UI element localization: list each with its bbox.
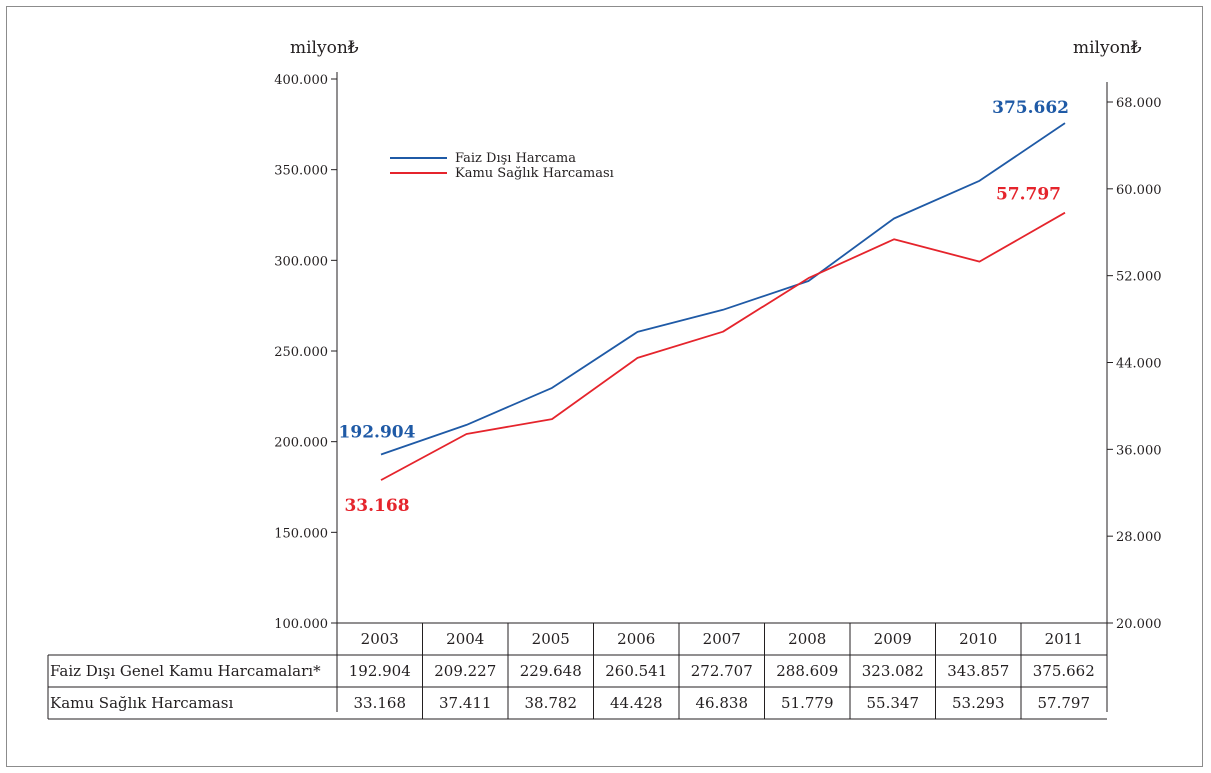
- data-table: 2003 2004 2005 2006 2007 2008 2009 2010 2011 Faiz…: [47, 622, 1107, 720]
- table-header-cell: 2008: [788, 630, 826, 648]
- table-header-cell: 2005: [532, 630, 570, 648]
- left-tick-label: 400.000: [274, 73, 328, 88]
- table-row-label: Kamu Sağlık Harcaması: [50, 694, 233, 712]
- axes: 100.000 150.000 200.000 250.000 300.000 350.0…: [274, 72, 1162, 712]
- right-tick-label: 20.000: [1116, 617, 1162, 632]
- table-cell: 46.838: [696, 694, 749, 712]
- table-cell: 57.797: [1038, 694, 1091, 712]
- left-axis-unit: milyon₺: [290, 38, 359, 58]
- table-header-cell: 2010: [959, 630, 997, 648]
- left-tick-label: 200.000: [274, 436, 328, 451]
- table-header-cell: 2009: [874, 630, 912, 648]
- table-cell: 53.293: [952, 694, 1005, 712]
- table-row-label: Faiz Dışı Genel Kamu Harcamaları*: [50, 662, 321, 680]
- legend-label: Kamu Sağlık Harcaması: [455, 166, 614, 181]
- right-axis-unit: milyon₺: [1073, 38, 1142, 58]
- right-tick-label: 28.000: [1116, 530, 1162, 545]
- series-line-kamu-saglik-harcamasi: [380, 211, 1066, 481]
- legend-label: Faiz Dışı Harcama: [455, 151, 576, 166]
- table-cell: 51.779: [781, 694, 834, 712]
- table-cell: 288.609: [776, 662, 838, 680]
- table-header-cell: 2004: [446, 630, 484, 648]
- data-label: 375.662: [992, 98, 1069, 118]
- left-tick-label: 300.000: [274, 254, 328, 269]
- table-cell: 343.857: [947, 662, 1009, 680]
- left-tick-label: 350.000: [274, 164, 328, 179]
- table-cell: 272.707: [691, 662, 753, 680]
- table-cell: 37.411: [439, 694, 492, 712]
- right-tick-label: 68.000: [1116, 96, 1162, 111]
- figure-frame: [6, 6, 1203, 767]
- right-tick-label: 36.000: [1116, 443, 1162, 458]
- table-cell: 192.904: [349, 662, 411, 680]
- data-label: 33.168: [344, 496, 409, 516]
- table-header-cell: 2003: [361, 630, 399, 648]
- table-cell: 44.428: [610, 694, 663, 712]
- table-cell: 55.347: [867, 694, 920, 712]
- series-line-faiz-disi-harcama: [380, 122, 1066, 456]
- left-tick-label: 100.000: [274, 617, 328, 632]
- table-cell: 209.227: [434, 662, 496, 680]
- table-cell: 375.662: [1033, 662, 1095, 680]
- right-tick-label: 60.000: [1116, 183, 1162, 198]
- data-label: 192.904: [339, 423, 416, 443]
- left-tick-label: 250.000: [274, 345, 328, 360]
- table-cell: 38.782: [525, 694, 578, 712]
- table-cell: 323.082: [862, 662, 924, 680]
- table-cell: 260.541: [605, 662, 667, 680]
- left-tick-label: 150.000: [274, 526, 328, 541]
- table-header-cell: 2011: [1045, 630, 1083, 648]
- table-header-cell: 2007: [703, 630, 741, 648]
- data-labels: 192.904 33.168 375.662 57.797: [339, 98, 1069, 516]
- table-cell: 229.648: [520, 662, 582, 680]
- data-label: 57.797: [996, 185, 1061, 205]
- table-cell: 33.168: [354, 694, 407, 712]
- table-header-cell: 2006: [617, 630, 655, 648]
- series-lines: [380, 122, 1066, 481]
- right-tick-label: 44.000: [1116, 357, 1162, 372]
- right-tick-label: 52.000: [1116, 270, 1162, 285]
